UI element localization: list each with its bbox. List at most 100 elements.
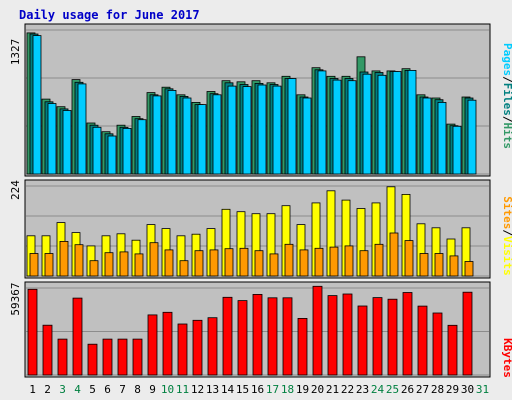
x-tick-label: 5 [89,383,96,396]
x-tick-label: 1 [29,383,36,396]
legend-files: Files [501,83,512,116]
bar-pages-day-4 [77,83,87,175]
bar-sites-day-10 [164,249,174,277]
bar-kbytes-day-26 [402,292,413,376]
x-tick-label: 9 [149,383,156,396]
bar-pages-day-5 [92,126,102,175]
bar-pages-day-29 [452,125,462,175]
x-tick-label: 11 [176,383,189,396]
x-tick-label: 12 [191,383,204,396]
legend-hits: Hits [501,123,512,150]
bar-kbytes-day-28 [432,312,443,376]
bar-pages-day-10 [167,90,177,175]
bar-sites-day-20 [314,247,324,277]
x-tick-label: 16 [251,383,264,396]
bar-pages-day-11 [182,97,192,175]
bar-sites-day-22 [344,245,354,277]
x-tick-label: 29 [446,383,459,396]
bar-pages-day-22 [347,80,357,175]
x-tick-label: 31 [476,383,489,396]
kbytes-legend: KBytes [501,338,512,378]
legend-separator: / [501,229,512,236]
bar-sites-day-17 [269,253,279,277]
bar-sites-day-1 [29,253,39,277]
hits-files-pages-panel [24,23,491,177]
x-tick-label: 26 [401,383,414,396]
bar-kbytes-day-18 [282,297,293,376]
bar-sites-day-13 [209,249,219,277]
legend-pages: Pages [501,43,512,76]
bar-pages-day-30 [467,99,477,175]
bar-kbytes-day-12 [192,319,203,376]
x-tick-label: 23 [356,383,369,396]
bar-kbytes-day-6 [102,338,113,376]
legend-sites: Sites [501,196,512,229]
x-tick-label: 8 [134,383,141,396]
bar-pages-day-16 [257,84,267,175]
x-tick-label: 25 [386,383,399,396]
bar-kbytes-day-24 [372,297,383,376]
bar-pages-day-23 [362,73,372,175]
x-axis-day-labels: 1 2 3 4 5 6 7 8 9 10 11 12 13 14 15 16 17 18 19 20 21 22 23 24 2… [29,383,489,396]
bar-sites-day-3 [59,240,69,277]
bar-pages-day-15 [242,86,252,175]
visits-sites-panel [24,179,491,279]
legend-kbytes: KBytes [501,338,512,378]
bar-pages-day-8 [137,119,147,175]
bar-kbytes-day-7 [117,338,128,376]
x-tick-label: 19 [296,383,309,396]
hits-axis-max-label: 1327 [9,39,22,66]
bar-pages-day-18 [287,78,297,175]
bar-sites-day-15 [239,247,249,277]
bar-pages-day-3 [62,110,72,175]
bar-pages-day-6 [107,135,117,175]
bar-pages-day-9 [152,95,162,175]
bar-kbytes-day-16 [252,293,263,376]
x-tick-label: 3 [59,383,66,396]
bar-sites-day-7 [119,251,129,277]
bar-pages-day-24 [377,74,387,175]
x-tick-label: 17 [266,383,279,396]
bar-sites-day-9 [149,242,159,277]
hits-files-pages-legend: Pages/Files/Hits [501,43,512,149]
bar-pages-day-21 [332,79,342,175]
x-tick-label: 10 [161,383,174,396]
bar-sites-day-12 [194,250,204,277]
x-tick-label: 21 [326,383,339,396]
x-tick-label: 27 [416,383,429,396]
legend-separator: / [501,76,512,83]
bar-kbytes-day-23 [357,305,368,376]
bar-sites-day-26 [404,240,414,277]
x-tick-label: 14 [221,383,235,396]
bar-sites-day-23 [359,250,369,277]
bar-sites-day-14 [224,248,234,277]
x-tick-label: 15 [236,383,249,396]
bar-pages-day-17 [272,85,282,175]
bar-kbytes-day-25 [387,298,398,376]
x-tick-label: 28 [431,383,444,396]
bar-kbytes-day-9 [147,314,158,376]
bar-sites-day-27 [419,253,429,277]
bar-kbytes-day-11 [177,323,188,376]
bar-kbytes-day-27 [417,305,428,376]
x-tick-label: 24 [371,383,385,396]
x-tick-label: 22 [341,383,354,396]
bar-kbytes-day-1 [27,288,38,376]
bar-kbytes-day-19 [297,317,308,376]
bar-sites-day-30 [464,261,474,277]
bar-pages-day-13 [212,94,222,175]
bar-kbytes-day-20 [312,285,323,376]
bar-kbytes-day-17 [267,297,278,376]
bar-pages-day-27 [422,97,432,175]
bar-sites-day-6 [104,252,114,277]
x-tick-label: 30 [461,383,474,396]
bar-kbytes-day-29 [447,324,458,376]
bar-kbytes-day-22 [342,293,353,376]
bar-sites-day-24 [374,243,384,277]
bar-sites-day-21 [329,246,339,277]
bar-kbytes-day-2 [42,324,53,376]
x-tick-label: 20 [311,383,324,396]
x-tick-label: 2 [44,383,51,396]
bar-sites-day-11 [179,260,189,277]
x-tick-label: 6 [104,383,111,396]
